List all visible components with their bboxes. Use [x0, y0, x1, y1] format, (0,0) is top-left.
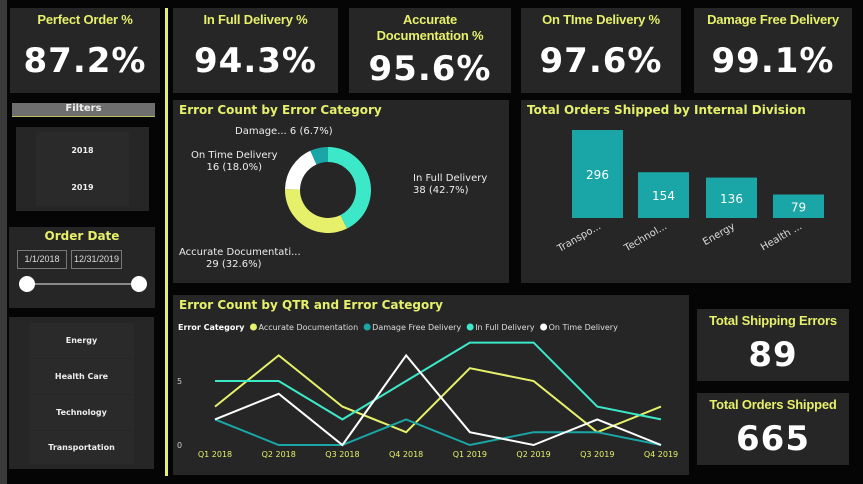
series-line — [215, 341, 662, 421]
bar-chart: 296 Transpo... 154 Technol... 136 Energy 79 Hea… — [555, 130, 824, 255]
x-tick-label: Q2 2019 — [516, 450, 550, 459]
kpi-value: 95.6% — [368, 48, 492, 89]
bar — [638, 172, 689, 218]
label-infull: In Full Delivery 38 (42.7%) — [413, 173, 488, 196]
year-slicer: 2018 2019 — [16, 127, 149, 211]
kpi-value: 89 — [748, 335, 798, 375]
division-health-care[interactable]: Health Care — [29, 359, 134, 394]
bar-value-label: 154 — [652, 189, 675, 203]
legend-label: Damage Free Delivery — [372, 323, 461, 332]
date-slider-start-handle[interactable] — [19, 276, 35, 292]
bar — [706, 177, 757, 218]
x-tick-label: Q4 2019 — [644, 450, 678, 459]
year-2018[interactable]: 2018 — [36, 132, 129, 170]
x-tick-label: Q2 2018 — [262, 450, 296, 459]
x-tick-label: Q4 2018 — [389, 450, 423, 459]
date-slider-track[interactable] — [27, 283, 139, 285]
bar-value-label: 296 — [586, 168, 609, 182]
date-slider-end-handle[interactable] — [131, 276, 147, 292]
bar-panel: Total Orders Shipped by Internal Divisio… — [521, 100, 851, 283]
legend-marker — [466, 323, 474, 331]
chart-title: Error Count by Error Category — [179, 103, 382, 117]
kpi-title: In Full Delivery % — [203, 12, 308, 27]
kpi-title: Total Orders Shipped — [709, 397, 837, 412]
series-line — [214, 418, 662, 447]
total-errors-card: Total Shipping Errors 89 — [697, 309, 849, 381]
bar-value-label: 79 — [791, 200, 806, 214]
kpi-value: 94.3% — [194, 40, 317, 81]
series-line — [214, 353, 662, 447]
division-slicer: Energy Health Care Technology Transporta… — [9, 317, 154, 469]
donut-slice — [328, 147, 371, 229]
legend-label: In Full Delivery — [475, 323, 535, 332]
label-damage: Damage... 6 (6.7%) — [235, 126, 333, 137]
kpi-title: On TIme Delivery % — [542, 12, 660, 27]
line-panel: Error Count by QTR and Error Category Er… — [173, 295, 689, 475]
chart-title: Error Count by QTR and Error Category — [179, 298, 443, 312]
x-tick-label: Q1 2018 — [198, 450, 232, 459]
kpi-value: 87.2% — [23, 40, 147, 81]
y-tick-label: 0 — [177, 441, 182, 450]
kpi-title: Total Shipping Errors — [709, 313, 837, 328]
kpi-value: 97.6% — [539, 40, 663, 81]
kpi-perfect-order: Perfect Order % 87.2% — [10, 8, 160, 93]
donut-chart — [285, 147, 371, 233]
order-date-slicer: Order Date — [9, 227, 155, 308]
donut-slice — [310, 147, 328, 165]
line-chart: Error Category Accurate Documentation Dama… — [177, 323, 678, 459]
bar-category-label: Energy — [701, 221, 737, 248]
chart-title: Total Orders Shipped by Internal Divisio… — [527, 103, 806, 117]
y-tick-label: 5 — [177, 377, 182, 386]
x-tick-label: Q3 2019 — [580, 450, 614, 459]
division-energy[interactable]: Energy — [29, 323, 134, 358]
kpi-in-full: In Full Delivery % 94.3% — [173, 8, 338, 93]
legend-label: On Time Delivery — [549, 323, 619, 332]
legend-title: Error Category — [178, 323, 245, 332]
bar — [572, 130, 623, 218]
end-date-input[interactable]: 12/31/2019 — [71, 250, 122, 269]
x-tick-label: Q1 2019 — [453, 450, 487, 459]
kpi-title: Damage Free Delivery — [707, 12, 839, 27]
division-technology[interactable]: Technology — [29, 395, 134, 430]
kpi-title: Accurate Documentation % — [376, 12, 484, 43]
legend-label: Accurate Documentation — [258, 323, 358, 332]
legend-marker — [363, 323, 371, 331]
kpi-on-time: On TIme Delivery % 97.6% — [521, 8, 681, 93]
label-ontime: On Time Delivery 16 (18.0%) — [191, 150, 278, 173]
left-edge — [0, 0, 7, 484]
bar — [773, 194, 824, 218]
bar-category-label: Transpo... — [555, 221, 603, 255]
donut-slice — [285, 189, 348, 233]
divider — [165, 8, 168, 476]
division-transportation[interactable]: Transportation — [29, 431, 134, 464]
kpi-value: 99.1% — [711, 40, 835, 81]
bar-category-label: Technol... — [622, 221, 669, 255]
legend-marker — [249, 323, 257, 331]
legend-marker — [540, 323, 548, 331]
donut-slice — [285, 150, 317, 190]
label-accurate: Accurate Documentati... 29 (32.6%) — [179, 247, 301, 270]
bar-category-label: Health ... — [759, 221, 804, 253]
kpi-value: 665 — [736, 419, 810, 459]
kpi-title: Perfect Order % — [37, 12, 133, 27]
donut-panel: Error Count by Error Category Damage... … — [173, 100, 509, 283]
start-date-input[interactable]: 1/1/2018 — [17, 250, 67, 269]
kpi-damage-free: Damage Free Delivery 99.1% — [694, 8, 852, 93]
order-date-label: Order Date — [44, 229, 120, 243]
filters-header: Filters — [12, 103, 155, 117]
year-2019[interactable]: 2019 — [36, 170, 129, 206]
kpi-accurate-doc: Accurate Documentation % 95.6% — [349, 8, 511, 93]
bar-value-label: 136 — [720, 192, 743, 206]
total-orders-card: Total Orders Shipped 665 — [697, 393, 849, 465]
x-tick-label: Q3 2018 — [325, 450, 359, 459]
